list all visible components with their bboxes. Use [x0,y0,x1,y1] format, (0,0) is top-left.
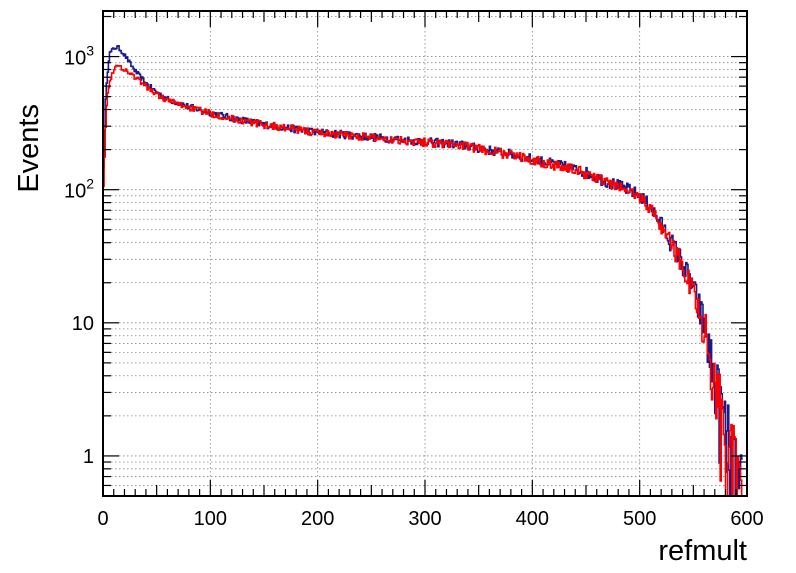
x-tick-label: 200 [301,508,334,530]
y-tick-label: 10 [72,313,94,335]
x-tick-label: 600 [730,508,763,530]
series-line-2 [103,64,743,497]
x-tick-label: 0 [97,508,108,530]
tick-labels: 0 100 200 300 400 500 600 1 10 102 103 [64,43,764,530]
x-tick-label: 400 [516,508,549,530]
y-tick-label: 102 [64,176,94,203]
series-line-1 [103,45,743,497]
x-tick-label: 300 [408,508,441,530]
x-tick-label: 500 [623,508,656,530]
y-tick-label: 1 [83,446,94,468]
y-axis-title: Events [13,104,45,193]
x-tick-label: 100 [194,508,227,530]
grid [103,11,747,496]
series-layer [103,45,743,497]
ticks [102,11,748,496]
y-tick-label: 103 [64,43,94,70]
x-axis-title: refmult [658,535,747,567]
